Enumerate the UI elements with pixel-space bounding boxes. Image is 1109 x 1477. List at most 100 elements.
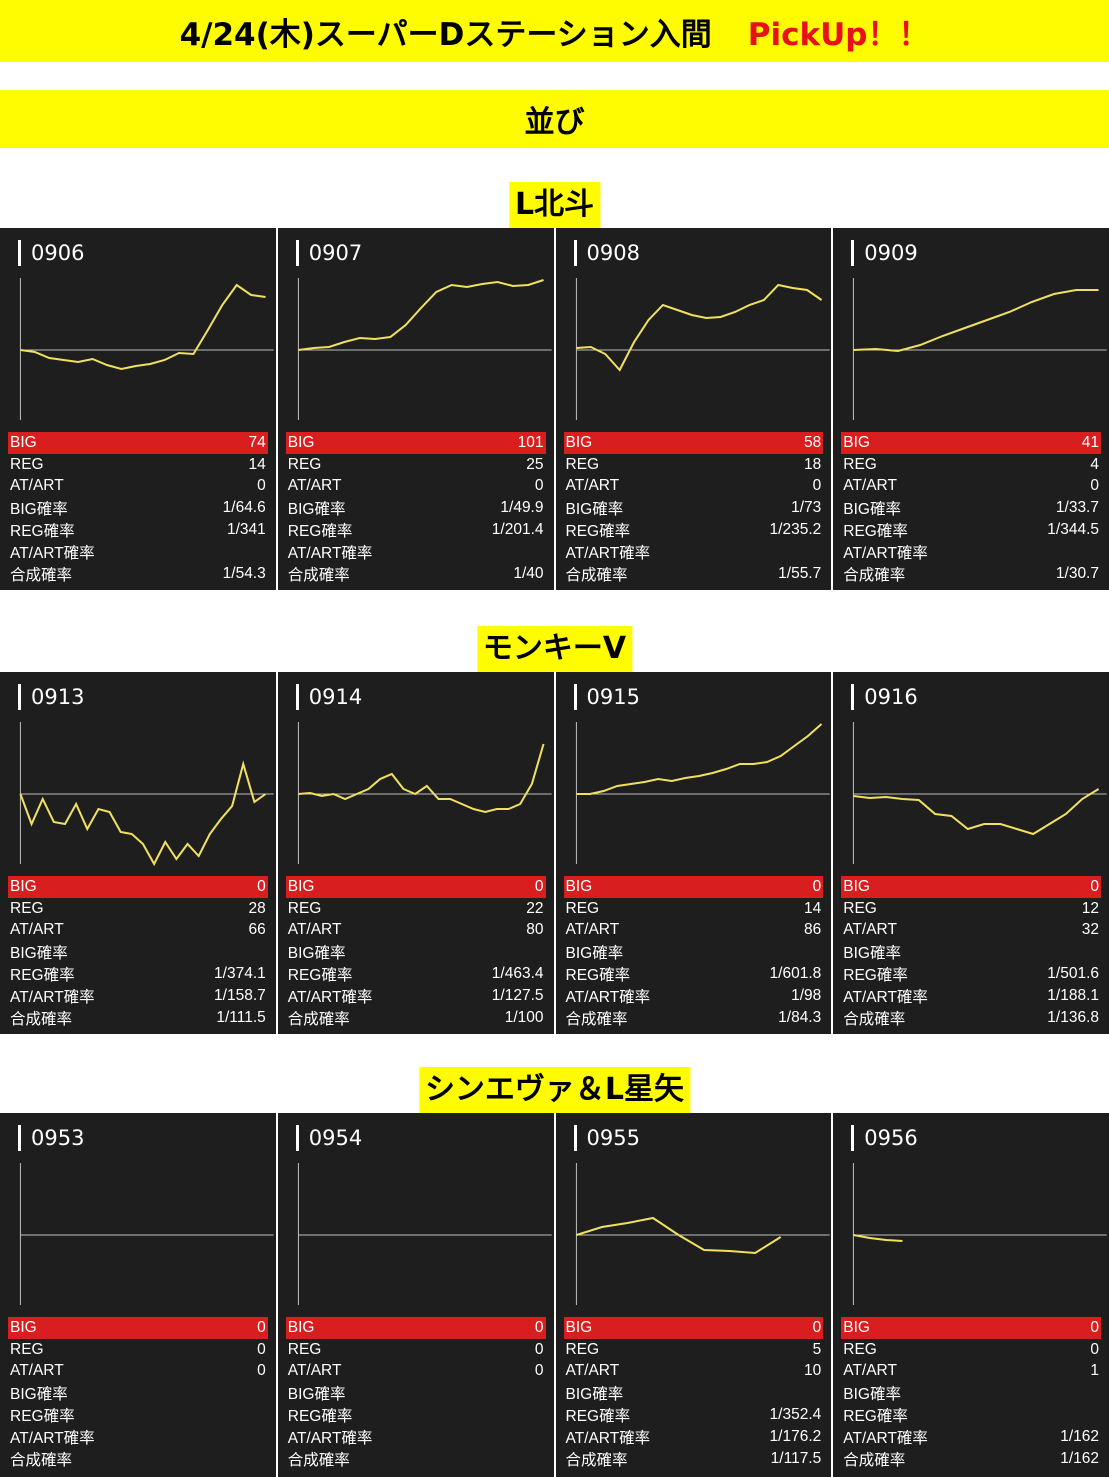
stat-row: REG 0 bbox=[8, 1339, 268, 1361]
stat-row: BIG確率 1/33.7 bbox=[841, 497, 1101, 519]
machine-card[interactable]: 0954 BIG 0 REG 0 AT/ART 0 BIG確率 REG確率 AT/ART確率 合成確… bbox=[277, 1113, 554, 1477]
machine-card[interactable]: 0953 BIG 0 REG 0 AT/ART 0 BIG確率 REG確率 AT/ART確率 合成確… bbox=[0, 1113, 276, 1477]
stat-label: REG確率 bbox=[10, 523, 75, 541]
machine-card[interactable]: 0914 BIG 0 REG 22 AT/ART 80 BIG確率 REG確率 1/463.4 AT… bbox=[277, 672, 554, 1034]
stat-label: REG bbox=[10, 899, 44, 917]
section-label-monkey: モンキーV bbox=[476, 626, 633, 672]
machine-card[interactable]: 0908 BIG 58 REG 18 AT/ART 0 BIG確率 1/73 REG確率 1/235… bbox=[555, 228, 832, 590]
trend-line bbox=[20, 283, 266, 371]
machine-grid-monkey: 0913 BIG 0 REG 28 AT/ART 66 BIG確率 REG確率 1/374.1 AT… bbox=[0, 672, 1109, 1034]
stat-value: 18 bbox=[804, 455, 822, 473]
machine-header: 0916 bbox=[851, 684, 918, 710]
big-row: BIG 0 bbox=[8, 1317, 268, 1339]
big-row: BIG 0 bbox=[563, 1317, 824, 1339]
machine-card[interactable]: 0915 BIG 0 REG 14 AT/ART 86 BIG確率 REG確率 1/601.8 AT… bbox=[555, 672, 832, 1034]
machine-card[interactable]: 0916 BIG 0 REG 12 AT/ART 32 BIG確率 REG確率 1/501.6 AT… bbox=[833, 672, 1109, 1034]
trend-line bbox=[853, 289, 1099, 353]
machine-card[interactable]: 0956 BIG 0 REG 0 AT/ART 1 BIG確率 REG確率 AT/ART確率 1/1… bbox=[833, 1113, 1109, 1477]
stat-label: BIG確率 bbox=[565, 501, 624, 519]
stat-label: REG確率 bbox=[10, 967, 75, 985]
stat-value: 1/111.5 bbox=[216, 1008, 266, 1026]
machine-header: 0955 bbox=[573, 1125, 640, 1151]
stat-value: 14 bbox=[804, 899, 822, 917]
stat-label: AT/ART確率 bbox=[10, 1429, 95, 1447]
stat-label: REG確率 bbox=[287, 967, 353, 985]
big-row: BIG 101 bbox=[285, 432, 546, 454]
stat-label: REG bbox=[287, 899, 322, 917]
trend-line bbox=[575, 723, 822, 795]
stat-value: 0 bbox=[534, 1318, 544, 1336]
machine-card[interactable]: 0907 BIG 101 REG 25 AT/ART 0 BIG確率 1/49.9 REG確率 1/… bbox=[277, 228, 554, 590]
stat-row: BIG確率 bbox=[8, 1382, 268, 1404]
stat-value: 1/136.8 bbox=[1047, 1008, 1099, 1026]
machine-number: 0954 bbox=[308, 1126, 363, 1150]
stat-label: AT/ART bbox=[287, 1362, 342, 1380]
stat-row: REG 18 bbox=[564, 454, 824, 476]
header-marker bbox=[18, 1125, 21, 1151]
trend-chart bbox=[19, 1163, 274, 1305]
stat-label: REG bbox=[843, 455, 877, 473]
trend-chart bbox=[853, 722, 1107, 864]
stat-label: 合成確率 bbox=[287, 1010, 350, 1028]
stat-value: 0 bbox=[257, 877, 266, 895]
machine-number: 0909 bbox=[864, 241, 918, 265]
stats-table: BIG 101 REG 25 AT/ART 0 BIG確率 1/49.9 REG確率 1/201.… bbox=[285, 432, 546, 585]
header-marker bbox=[851, 684, 855, 710]
stat-value: 1/352.4 bbox=[769, 1406, 822, 1424]
machine-number: 0915 bbox=[586, 685, 640, 709]
machine-header: 0909 bbox=[851, 240, 918, 266]
stat-row: REG確率 1/352.4 bbox=[564, 1404, 824, 1426]
stats-table: BIG 58 REG 18 AT/ART 0 BIG確率 1/73 REG確率 1/235.2 AT… bbox=[563, 432, 824, 585]
stat-value: 1/55.7 bbox=[778, 564, 822, 582]
trend-line bbox=[575, 1216, 781, 1255]
stat-label: REG確率 bbox=[287, 523, 353, 541]
big-row: BIG 0 bbox=[8, 876, 268, 898]
stat-label: AT/ART確率 bbox=[843, 988, 928, 1006]
stat-row: 合成確率 1/55.7 bbox=[564, 563, 824, 585]
stat-label: BIG確率 bbox=[287, 1386, 346, 1404]
header-marker bbox=[573, 1125, 577, 1151]
machine-card[interactable]: 0913 BIG 0 REG 28 AT/ART 66 BIG確率 REG確率 1/374.1 AT… bbox=[0, 672, 276, 1034]
stat-label: AT/ART bbox=[843, 1362, 897, 1380]
stat-label: REG確率 bbox=[287, 1408, 353, 1426]
stat-row: BIG確率 bbox=[286, 1382, 546, 1404]
stats-table: BIG 0 REG 12 AT/ART 32 BIG確率 REG確率 1/501.6 AT/ART… bbox=[841, 876, 1101, 1029]
stat-value: 10 bbox=[804, 1362, 822, 1380]
big-row: BIG 0 bbox=[285, 1317, 546, 1339]
stat-label: BIG確率 bbox=[843, 501, 901, 519]
stat-label: REG確率 bbox=[843, 523, 908, 541]
stat-label: 合成確率 bbox=[565, 566, 628, 584]
stat-row: AT/ART 0 bbox=[841, 476, 1101, 498]
header-marker bbox=[573, 684, 577, 710]
stat-label: AT/ART確率 bbox=[843, 1429, 928, 1447]
stat-row: AT/ART 0 bbox=[564, 476, 824, 498]
stat-value: 74 bbox=[248, 433, 266, 451]
stat-row: BIG確率 bbox=[564, 941, 824, 963]
stat-value: 1/176.2 bbox=[769, 1427, 822, 1445]
stat-row: 合成確率 1/100 bbox=[286, 1007, 546, 1029]
stat-value: 0 bbox=[257, 477, 266, 495]
stat-label: 合成確率 bbox=[10, 1451, 73, 1469]
machine-grid-hokuto: 0906 BIG 74 REG 14 AT/ART 0 BIG確率 1/64.6 REG確率 1/3… bbox=[0, 228, 1109, 590]
stat-label: 合成確率 bbox=[287, 566, 350, 584]
trend-chart bbox=[19, 278, 274, 420]
stat-value: 1/344.5 bbox=[1047, 521, 1099, 539]
pickup-label: PickUp！！ bbox=[747, 16, 930, 53]
machine-card[interactable]: 0909 BIG 41 REG 4 AT/ART 0 BIG確率 1/33.7 REG確率 1/34… bbox=[833, 228, 1109, 590]
stat-value: 80 bbox=[526, 921, 544, 939]
header-marker bbox=[295, 1125, 299, 1151]
stat-label: REG bbox=[565, 899, 600, 917]
stat-row: REG 4 bbox=[841, 454, 1101, 476]
machine-card[interactable]: 0955 BIG 0 REG 5 AT/ART 10 BIG確率 REG確率 1/352.4 AT/… bbox=[555, 1113, 832, 1477]
machine-header: 0953 bbox=[18, 1125, 84, 1151]
trend-chart bbox=[853, 1163, 1107, 1305]
stat-value: 0 bbox=[534, 877, 544, 895]
stat-label: AT/ART bbox=[10, 1362, 64, 1380]
stat-label: AT/ART bbox=[10, 477, 64, 495]
stat-label: AT/ART bbox=[565, 921, 620, 939]
stat-row: REG確率 1/501.6 bbox=[841, 963, 1101, 985]
stat-value: 66 bbox=[248, 921, 266, 939]
stat-row: AT/ART確率 1/176.2 bbox=[564, 1426, 824, 1448]
header-marker bbox=[18, 684, 21, 710]
machine-card[interactable]: 0906 BIG 74 REG 14 AT/ART 0 BIG確率 1/64.6 REG確率 1/3… bbox=[0, 228, 276, 590]
